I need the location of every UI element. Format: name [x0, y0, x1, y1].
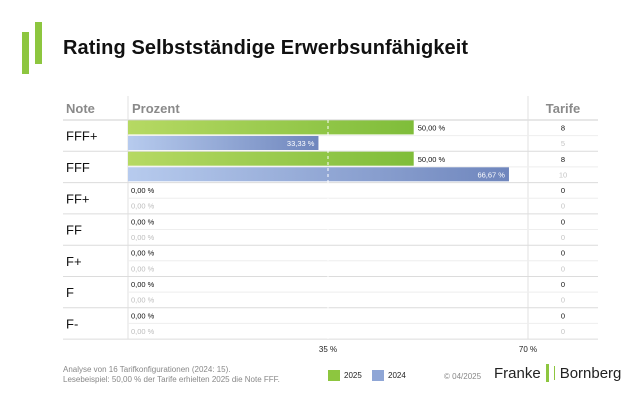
rating-label: FF: [66, 223, 82, 238]
tariff-count: 0: [561, 202, 565, 211]
bar-2024: [128, 167, 509, 182]
col-header-note: Note: [66, 101, 95, 116]
bar-value-label: 0,00 %: [131, 249, 155, 258]
brand-name-right: Bornberg: [559, 364, 622, 382]
tariff-count: 0: [561, 264, 565, 273]
tariff-count: 0: [561, 280, 565, 289]
legend-swatch-2025: [328, 370, 340, 381]
brand-logo-mark: [22, 22, 44, 74]
bar-value-label: 0,00 %: [131, 233, 155, 242]
legend-swatch-2024: [372, 370, 384, 381]
tariff-count: 8: [561, 155, 565, 164]
tariff-count: 0: [561, 327, 565, 336]
bar-2025: [128, 120, 414, 135]
legend-item-2025: 2025: [328, 370, 362, 381]
bar-value-label: 0,00 %: [131, 296, 155, 305]
rating-label: F+: [66, 254, 82, 269]
bar-value-label: 50,00 %: [418, 155, 446, 164]
bar-value-label: 50,00 %: [418, 124, 446, 133]
brand-name-left: Franke: [494, 364, 541, 382]
x-tick-label: 70 %: [519, 345, 537, 354]
legend-label-2024: 2024: [388, 371, 406, 380]
brand-separator: [545, 364, 549, 382]
bar-value-label: 66,67 %: [477, 170, 505, 179]
bar-value-label: 0,00 %: [131, 217, 155, 226]
x-tick-label: 35 %: [319, 345, 337, 354]
brand-logo: Franke Bornberg: [494, 364, 621, 382]
footnote-reading-example: Lesebeispiel: 50,00 % der Tarife erhielt…: [63, 375, 280, 384]
bar-value-label: 0,00 %: [131, 264, 155, 273]
rating-label: FFF+: [66, 129, 97, 144]
brand-separator-thin: [553, 366, 555, 380]
tariff-count: 5: [561, 139, 565, 148]
rating-label: F: [66, 285, 74, 300]
bar-value-label: 0,00 %: [131, 327, 155, 336]
tariff-count: 0: [561, 249, 565, 258]
rating-label: F-: [66, 316, 78, 331]
bar-2025: [128, 151, 414, 166]
chart-title: Rating Selbstständige Erwerbsunfähigkeit: [63, 37, 469, 59]
col-header-percent: Prozent: [132, 101, 180, 116]
bar-value-label: 0,00 %: [131, 202, 155, 211]
bar-2024: [128, 136, 319, 150]
rating-label: FFF: [66, 160, 90, 175]
tariff-count: 8: [561, 124, 565, 133]
tariff-count: 0: [561, 233, 565, 242]
tariff-count: 10: [559, 170, 567, 179]
col-header-tariffs: Tarife: [546, 101, 580, 116]
tariff-count: 0: [561, 311, 565, 320]
logo-bar-right: [35, 22, 42, 64]
tariff-count: 0: [561, 217, 565, 226]
bar-value-label: 0,00 %: [131, 280, 155, 289]
logo-bar-left: [22, 32, 29, 74]
bar-value-label: 0,00 %: [131, 186, 155, 195]
tariff-count: 0: [561, 296, 565, 305]
copyright-date: © 04/2025: [444, 372, 482, 381]
bar-value-label: 0,00 %: [131, 311, 155, 320]
legend-item-2024: 2024: [372, 370, 406, 381]
legend-label-2025: 2025: [344, 371, 362, 380]
rating-label: FF+: [66, 191, 89, 206]
header-row-bg: [63, 96, 598, 120]
bar-value-label: 33,33 %: [287, 139, 315, 148]
footnote-analysis: Analyse von 16 Tarifkonfigurationen (202…: [63, 365, 231, 374]
tariff-count: 0: [561, 186, 565, 195]
